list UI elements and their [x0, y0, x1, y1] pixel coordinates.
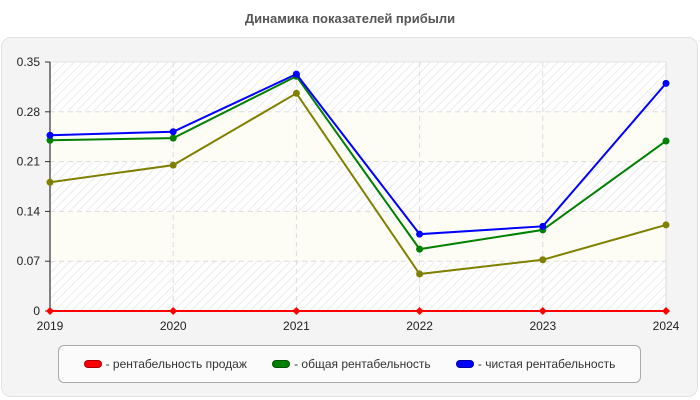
legend-label: - общая рентабельность	[294, 357, 431, 371]
data-point-marker[interactable]	[46, 178, 54, 186]
legend-swatch-red	[83, 360, 102, 368]
data-point-marker[interactable]	[662, 307, 670, 315]
data-point-marker[interactable]	[292, 307, 301, 315]
data-point-marker[interactable]	[169, 128, 177, 136]
data-point-marker[interactable]	[169, 134, 177, 142]
x-tick-label: 2023	[529, 319, 556, 333]
data-point-marker[interactable]	[46, 307, 54, 315]
y-tick-label: 0.35	[17, 55, 41, 69]
x-tick-label: 2022	[406, 319, 433, 333]
data-point-marker[interactable]	[538, 307, 547, 315]
legend-item-sales-profitability[interactable]: - рентабельность продаж	[83, 357, 247, 371]
data-point-marker[interactable]	[539, 256, 547, 264]
x-tick-label: 2021	[283, 319, 310, 333]
series-line	[49, 72, 667, 236]
data-point-marker[interactable]	[539, 222, 547, 230]
data-series	[46, 70, 670, 315]
legend: - рентабельность продаж - общая рентабел…	[58, 345, 641, 383]
plot-background-bands	[50, 62, 666, 311]
legend-swatch-blue	[455, 360, 474, 368]
axes: 0 0.07 0.14 0.21 0.28 0.35 2019 2020 2021 2022 202…	[17, 55, 680, 333]
legend-item-total-profitability[interactable]: - общая рентабельность	[272, 357, 431, 371]
y-tick-label: 0	[33, 304, 40, 318]
data-point-marker[interactable]	[415, 307, 424, 315]
data-point-marker[interactable]	[416, 245, 424, 253]
x-tick-label: 2019	[37, 319, 64, 333]
grid-lines	[50, 61, 667, 311]
series-line	[49, 91, 667, 276]
data-point-marker[interactable]	[292, 89, 300, 97]
y-tick-label: 0.28	[17, 105, 41, 119]
data-point-marker[interactable]	[169, 161, 177, 169]
x-tick-label: 2024	[653, 319, 680, 333]
series-line	[49, 74, 667, 251]
data-point-marker[interactable]	[292, 70, 300, 78]
legend-label: - чистая рентабельность	[477, 357, 616, 371]
data-point-marker[interactable]	[416, 230, 424, 238]
legend-label: - рентабельность продаж	[105, 357, 247, 371]
data-point-marker[interactable]	[416, 270, 424, 278]
data-point-marker[interactable]	[662, 137, 670, 145]
legend-item-net-profitability[interactable]: - чистая рентабельность	[455, 357, 616, 371]
data-point-marker[interactable]	[662, 221, 670, 229]
data-point-marker[interactable]	[46, 131, 54, 139]
legend-swatch-green	[272, 360, 291, 368]
data-point-marker[interactable]	[662, 79, 670, 87]
y-tick-label: 0.07	[17, 254, 41, 268]
data-point-marker[interactable]	[46, 136, 54, 144]
data-point-marker[interactable]	[169, 307, 178, 315]
y-tick-label: 0.21	[17, 155, 41, 169]
y-tick-label: 0.14	[17, 204, 41, 218]
chart-title: Динамика показателей прибыли	[244, 11, 456, 26]
x-tick-label: 2020	[160, 319, 187, 333]
